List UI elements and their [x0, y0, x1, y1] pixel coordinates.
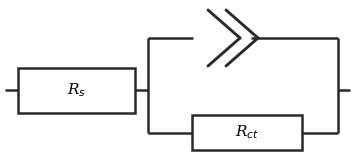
Text: R$_{ct}$: R$_{ct}$	[235, 124, 259, 141]
Bar	[18, 68, 135, 113]
Text: R$_s$: R$_s$	[67, 82, 86, 99]
Bar	[192, 115, 302, 150]
